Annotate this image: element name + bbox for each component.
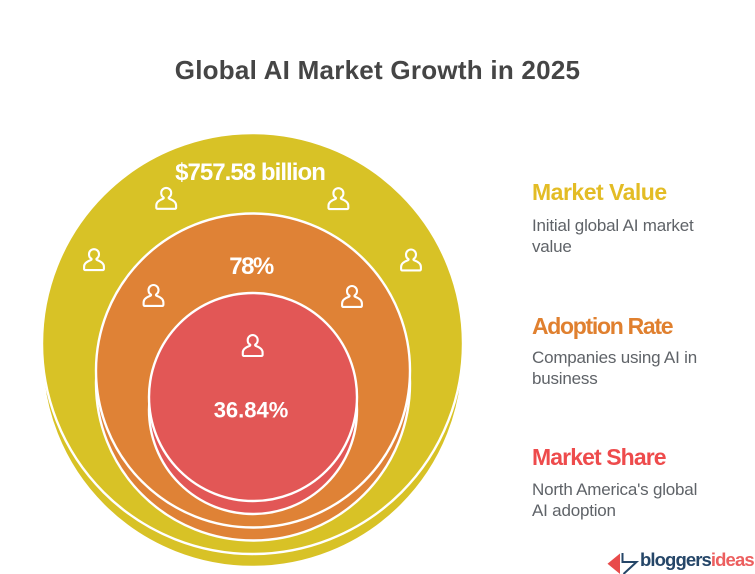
- svg-text:36.84%: 36.84%: [214, 398, 289, 423]
- svg-text:$757.58 billion: $757.58 billion: [175, 159, 325, 186]
- svg-text:78%: 78%: [229, 253, 274, 280]
